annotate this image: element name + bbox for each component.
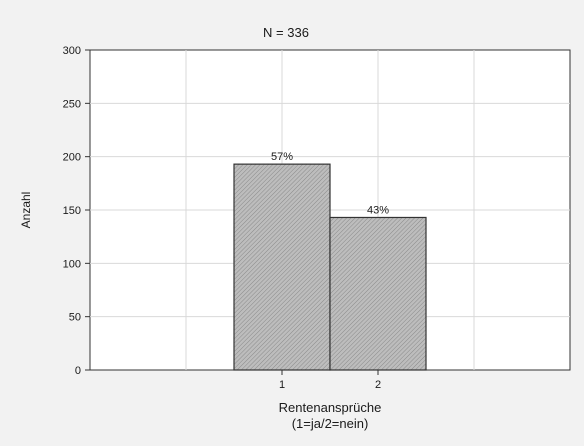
y-axis-ticks: 0 50 100 150 200 250 300 bbox=[63, 45, 90, 377]
chart-title: N = 336 bbox=[263, 25, 309, 40]
bar-1 bbox=[233, 163, 331, 371]
y-tick-label-3: 150 bbox=[63, 205, 81, 217]
bars: 57% 43% bbox=[233, 151, 427, 371]
bar-data-label-1: 57% bbox=[271, 151, 293, 163]
y-tick-label-0: 0 bbox=[75, 365, 81, 377]
y-tick-label-1: 50 bbox=[69, 312, 81, 324]
y-tick-label-5: 250 bbox=[63, 98, 81, 110]
bar-data-label-2: 43% bbox=[367, 204, 389, 216]
bar-2 bbox=[329, 216, 427, 371]
y-axis-label: Anzahl bbox=[19, 192, 33, 229]
x-axis-label-sub: (1=ja/2=nein) bbox=[292, 416, 369, 431]
x-tick-label-2: 2 bbox=[375, 379, 381, 391]
y-tick-label-2: 100 bbox=[63, 258, 81, 270]
y-tick-label-4: 200 bbox=[63, 152, 81, 164]
y-tick-label-6: 300 bbox=[63, 45, 81, 57]
x-tick-label-1: 1 bbox=[279, 379, 285, 391]
x-axis-label: Rentenansprüche bbox=[279, 400, 382, 415]
